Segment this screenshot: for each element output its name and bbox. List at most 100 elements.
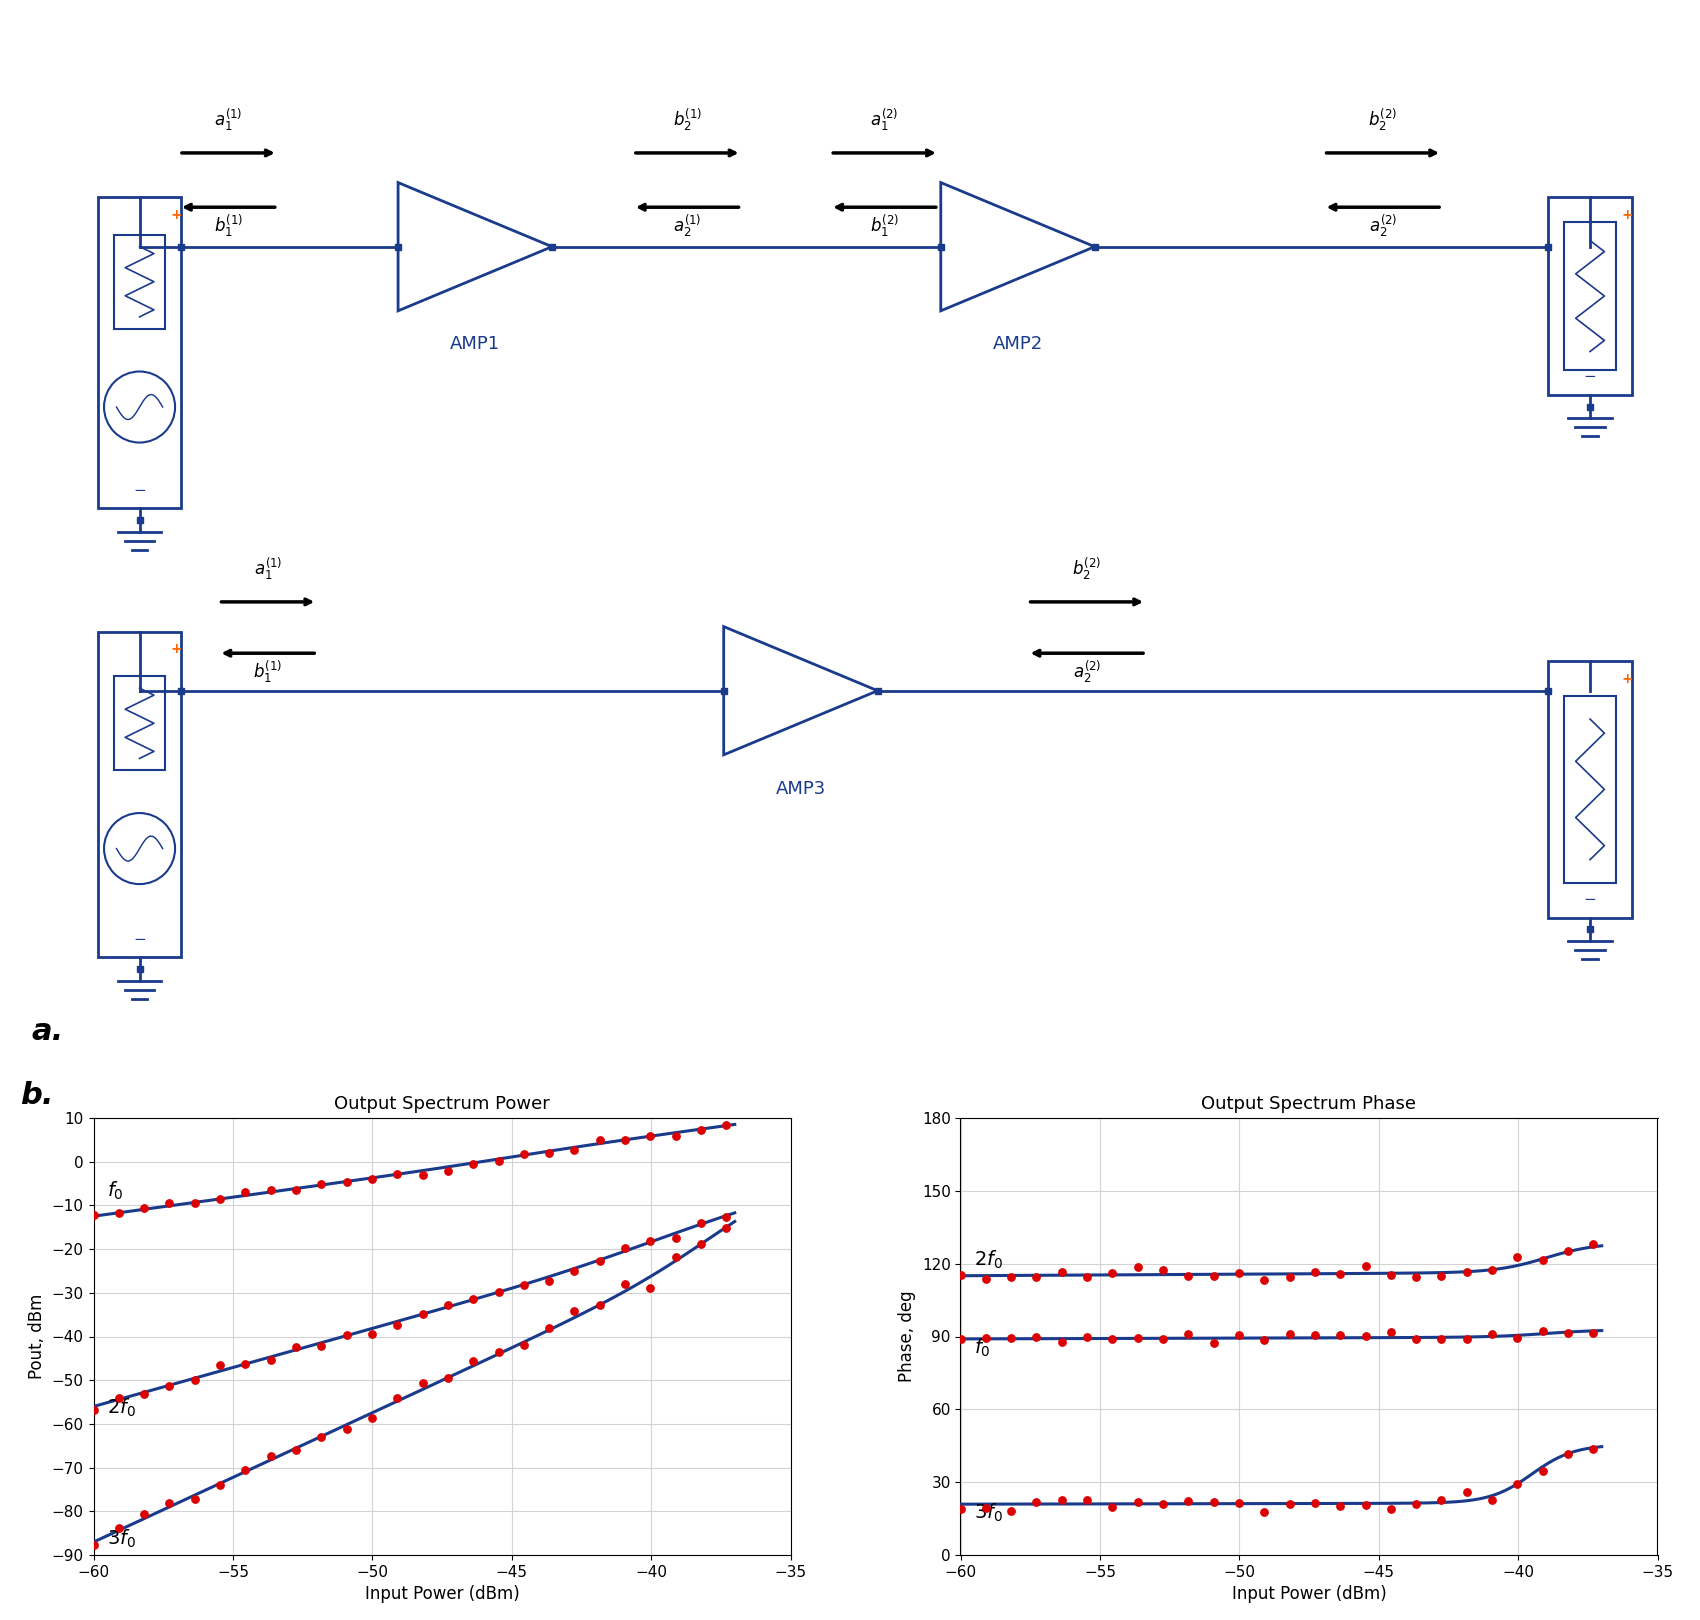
Text: $b_2^{(1)}$: $b_2^{(1)}$ — [673, 107, 702, 133]
Point — [80, 1396, 107, 1422]
Point — [1504, 1244, 1532, 1270]
Point — [998, 1497, 1025, 1523]
Point — [257, 1443, 284, 1469]
Point — [1377, 1262, 1404, 1288]
Point — [536, 1140, 563, 1166]
Bar — [1549, 198, 1632, 395]
Text: $b_1^{(1)}$: $b_1^{(1)}$ — [253, 658, 282, 685]
Point — [384, 1162, 411, 1187]
Point — [484, 1340, 512, 1366]
Point — [156, 1374, 184, 1400]
Point — [484, 1149, 512, 1174]
Point — [1326, 1494, 1353, 1520]
Point — [612, 1234, 639, 1260]
Text: $a_1^{(1)}$: $a_1^{(1)}$ — [214, 107, 243, 133]
Point — [1402, 1264, 1430, 1290]
Point — [1251, 1498, 1278, 1524]
Point — [1428, 1325, 1455, 1351]
Point — [1175, 1487, 1202, 1513]
Point — [687, 1231, 714, 1257]
Point — [561, 1257, 588, 1283]
Bar — [1564, 222, 1615, 369]
Point — [1326, 1260, 1353, 1286]
Point — [156, 1189, 184, 1215]
Point — [459, 1286, 486, 1312]
Point — [947, 1262, 974, 1288]
Point — [182, 1367, 209, 1393]
Point — [510, 1272, 537, 1298]
Point — [1200, 1489, 1227, 1515]
Point — [1300, 1322, 1328, 1348]
Text: $b_1^{(2)}$: $b_1^{(2)}$ — [870, 212, 899, 238]
Point — [972, 1265, 1000, 1291]
Point — [257, 1348, 284, 1374]
Point — [359, 1405, 386, 1430]
Text: AMP2: AMP2 — [993, 335, 1042, 353]
Text: $f_0$: $f_0$ — [107, 1179, 124, 1202]
Point — [1023, 1489, 1051, 1515]
Point — [1200, 1330, 1227, 1356]
Point — [1300, 1490, 1328, 1516]
Point — [308, 1333, 335, 1359]
Point — [282, 1437, 309, 1463]
Point — [1023, 1264, 1051, 1290]
Point — [1554, 1239, 1581, 1265]
Point — [434, 1158, 461, 1184]
Point — [1175, 1264, 1202, 1290]
Point — [1528, 1458, 1556, 1484]
Point — [105, 1385, 133, 1411]
Point — [1098, 1494, 1125, 1520]
Point — [687, 1118, 714, 1144]
Point — [1377, 1495, 1404, 1521]
Point — [1479, 1322, 1506, 1348]
Point — [359, 1166, 386, 1192]
Point — [1049, 1328, 1076, 1354]
Text: +: + — [1622, 672, 1634, 685]
X-axis label: Input Power (dBm): Input Power (dBm) — [364, 1586, 520, 1604]
Point — [1579, 1435, 1606, 1461]
Point — [182, 1191, 209, 1217]
Bar — [97, 198, 182, 509]
Point — [712, 1204, 740, 1230]
Point — [712, 1113, 740, 1139]
Point — [384, 1312, 411, 1338]
Text: $2f_0$: $2f_0$ — [974, 1249, 1003, 1272]
Point — [410, 1301, 437, 1327]
Point — [1402, 1492, 1430, 1518]
Point — [947, 1327, 974, 1353]
Bar — [1549, 661, 1632, 917]
Point — [206, 1186, 233, 1212]
Point — [333, 1322, 360, 1348]
Point — [1528, 1247, 1556, 1273]
Point — [182, 1486, 209, 1511]
Point — [231, 1351, 258, 1377]
Point — [459, 1152, 486, 1178]
Text: +: + — [170, 642, 182, 656]
Y-axis label: Pout, dBm: Pout, dBm — [29, 1294, 46, 1379]
Point — [105, 1200, 133, 1226]
Point — [105, 1515, 133, 1541]
Point — [1023, 1324, 1051, 1349]
Point — [998, 1325, 1025, 1351]
Point — [712, 1215, 740, 1241]
Point — [156, 1490, 184, 1516]
Bar — [97, 632, 182, 957]
Point — [536, 1315, 563, 1341]
Point — [1200, 1262, 1227, 1288]
Bar — [114, 235, 165, 329]
Point — [80, 1533, 107, 1558]
Point — [1352, 1322, 1379, 1348]
Title: Output Spectrum Phase: Output Spectrum Phase — [1202, 1095, 1416, 1113]
Point — [1579, 1231, 1606, 1257]
Point — [333, 1416, 360, 1442]
Point — [231, 1179, 258, 1205]
Point — [972, 1495, 1000, 1521]
Point — [359, 1322, 386, 1348]
Point — [384, 1385, 411, 1411]
Point — [612, 1128, 639, 1153]
X-axis label: Input Power (dBm): Input Power (dBm) — [1231, 1586, 1387, 1604]
Point — [586, 1291, 614, 1317]
Point — [410, 1162, 437, 1187]
Point — [510, 1332, 537, 1358]
Text: −: − — [1584, 893, 1596, 907]
